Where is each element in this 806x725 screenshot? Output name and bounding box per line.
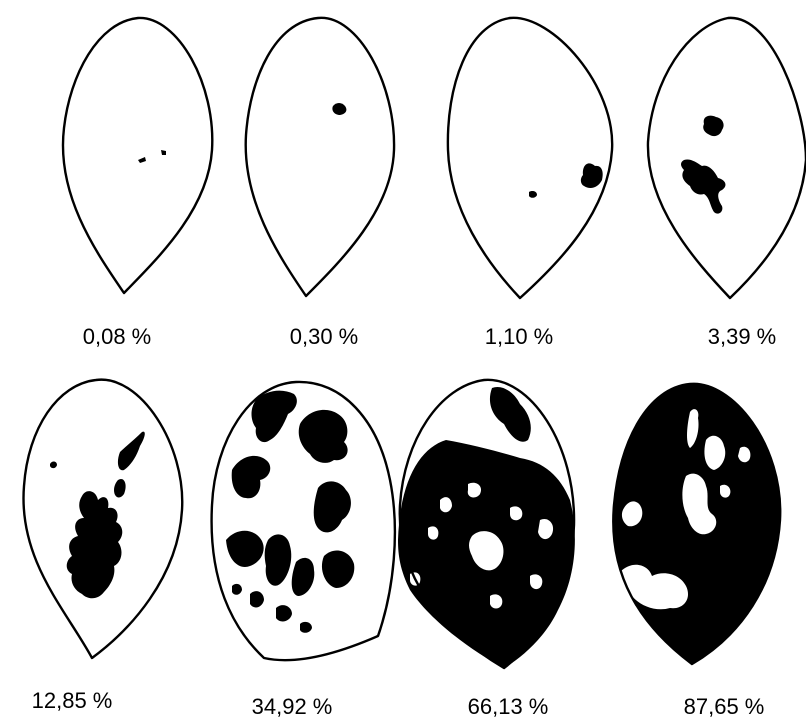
leaf-6-spot <box>226 530 264 567</box>
leaf-4-label: 3,39 % <box>708 324 777 349</box>
leaf-6-spot <box>232 583 242 595</box>
leaf-7 <box>398 378 576 670</box>
leaf-2-outline <box>244 16 396 298</box>
leaf-7-spot <box>489 386 531 442</box>
leaf-2 <box>244 16 396 298</box>
leaf-6-spot <box>250 591 264 608</box>
leaf-4 <box>646 16 806 300</box>
leaf-4-spot <box>681 159 726 214</box>
leaf-7-hole <box>428 526 439 540</box>
leaf-2-label: 0,30 % <box>290 324 359 349</box>
leaf-7-hole <box>530 574 543 590</box>
leaf-6 <box>210 380 397 662</box>
leaf-1-spot <box>138 157 146 163</box>
leaf-8-hole <box>682 473 717 535</box>
leaf-6-outline <box>210 380 397 662</box>
leaf-7-outline <box>398 378 576 670</box>
leaf-8-hole <box>738 446 751 463</box>
leaf-7-hole <box>510 506 523 521</box>
leaf-8-hole <box>687 409 699 448</box>
leaf-4-outline <box>646 16 806 300</box>
leaf-1 <box>61 16 214 295</box>
leaf-5-spot <box>66 491 123 599</box>
leaf-1-label: 0,08 % <box>83 324 152 349</box>
leaf-5-spot <box>50 461 57 469</box>
leaf-7-hole <box>469 531 504 571</box>
leaf-5-label: 12,85 % <box>32 688 113 713</box>
leaf-2-spot <box>332 103 347 115</box>
leaf-5-spot <box>114 478 126 498</box>
leaf-3-outline <box>446 16 614 300</box>
leaf-6-spot <box>321 550 355 588</box>
leaf-6-spot <box>231 455 271 499</box>
leaf-7-label: 66,13 % <box>468 694 549 719</box>
leaf-3-spot <box>580 163 603 188</box>
leaf-7-hole <box>467 482 482 498</box>
leaf-8-hole <box>704 435 726 470</box>
leaf-6-spot <box>313 481 351 533</box>
leaf-6-spot <box>276 605 292 622</box>
leaf-3-spot <box>529 191 537 198</box>
leaf-8-hole <box>617 564 689 610</box>
leaf-8-hole <box>720 484 731 498</box>
leaf-6-spot <box>298 409 348 463</box>
leaf-6-label: 34,92 % <box>252 694 333 719</box>
leaf-8-hole <box>621 501 643 527</box>
leaf-7-hole <box>490 594 503 609</box>
leaf-6-spot <box>300 621 312 633</box>
leaf-5-outline <box>22 378 184 660</box>
leaf-6-spot <box>291 557 315 596</box>
leaf-6-spot <box>264 534 292 586</box>
leaf-7-hole <box>440 497 452 513</box>
leaf-1-outline <box>61 16 214 295</box>
leaf-1-spot <box>161 150 166 155</box>
leaf-6-spot <box>251 390 297 443</box>
leaf-8-outline <box>612 382 782 666</box>
leaf-7-hole <box>538 518 554 540</box>
leaf-5-spot <box>117 431 145 471</box>
leaf-4-spot <box>703 115 724 137</box>
leaf-5 <box>22 378 184 660</box>
leaf-3-label: 1,10 % <box>485 324 554 349</box>
leaf-8 <box>612 382 782 666</box>
leaf-3 <box>446 16 614 300</box>
leaf-8-label: 87,65 % <box>684 694 765 719</box>
